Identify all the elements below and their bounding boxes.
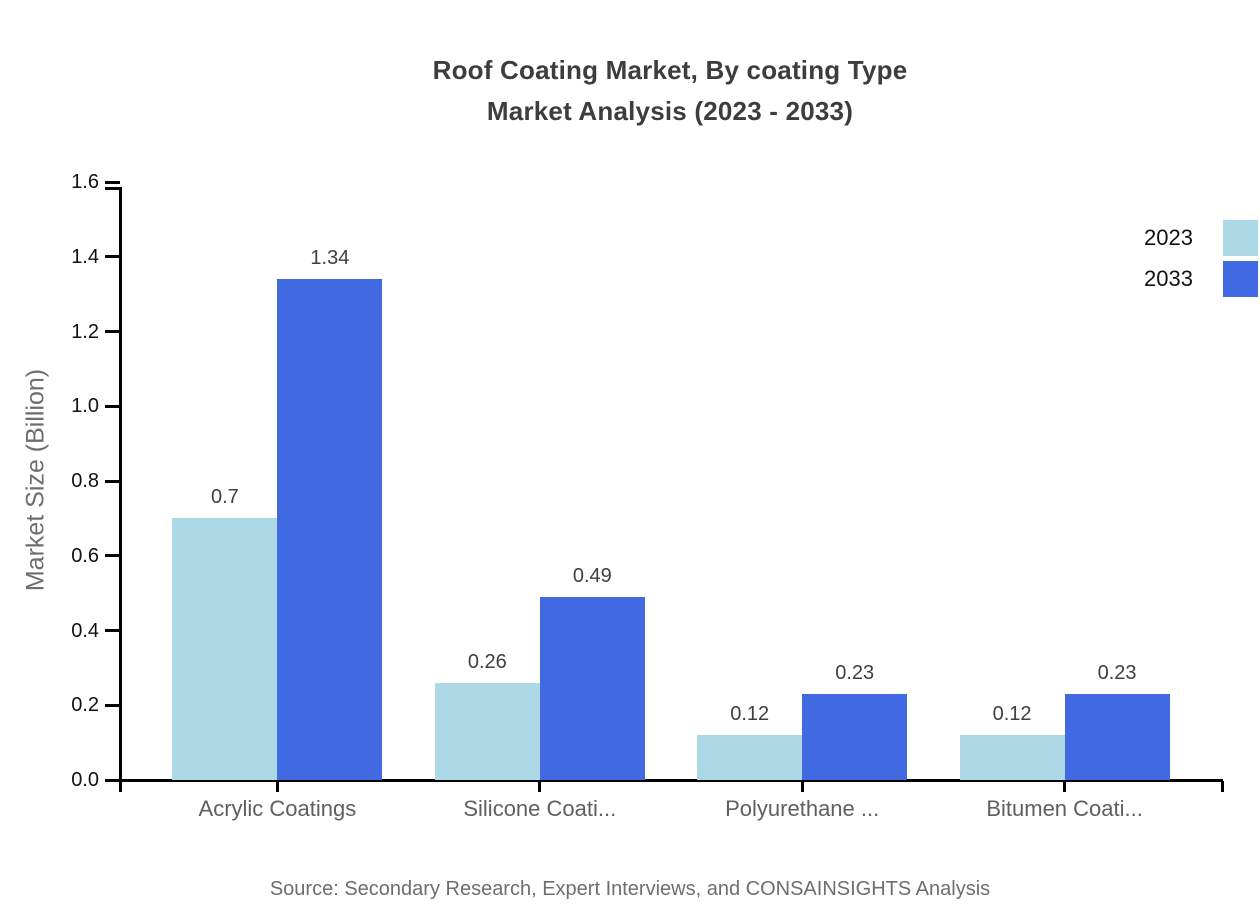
y-tick-label: 0.6 <box>71 544 99 567</box>
x-axis-line <box>119 779 1223 782</box>
y-tick-label: 0.8 <box>71 470 99 492</box>
y-tick-label: 0.0 <box>71 769 99 791</box>
x-tick <box>118 781 122 792</box>
value-label: 0.12 <box>730 703 770 726</box>
legend-label: 2033 <box>1144 266 1193 291</box>
bar-2023-polyurethane <box>697 735 803 780</box>
y-tick <box>105 703 120 707</box>
value-label: 0.23 <box>1097 662 1137 685</box>
y-tick-label: 1.4 <box>71 245 99 268</box>
y-tick <box>105 180 120 184</box>
y-tick <box>105 479 120 483</box>
chart-title: Roof Coating Market, By coating Type Mar… <box>80 50 1260 132</box>
value-label: 0.7 <box>210 486 239 509</box>
value-label: 0.26 <box>467 650 507 673</box>
y-tick <box>105 778 120 782</box>
y-tick-label: 1.0 <box>71 395 99 418</box>
legend: 2023 2033 <box>1144 220 1258 297</box>
legend-swatch <box>1223 220 1258 256</box>
legend-item-2033: 2033 <box>1144 261 1258 297</box>
value-label: 0.49 <box>572 564 612 587</box>
value-label: 0.12 <box>992 703 1032 726</box>
x-tick <box>275 781 279 792</box>
x-tick <box>1220 781 1224 792</box>
legend-label: 2023 <box>1144 225 1193 250</box>
chart-title-line1: Roof Coating Market, By coating Type <box>432 55 908 85</box>
source-note: Source: Secondary Research, Expert Inter… <box>269 878 991 900</box>
y-tick-label: 0.4 <box>71 619 99 642</box>
y-axis-line <box>119 187 122 782</box>
bar-2023-silicone-coati <box>434 682 540 780</box>
category-label-bitumen-coati: Bitumen Coati... <box>986 796 1143 821</box>
category-label-acrylic-coatings: Acrylic Coatings <box>198 796 357 821</box>
y-tick <box>105 554 120 558</box>
chart-title-line2: Market Analysis (2023 - 2033) <box>486 96 854 126</box>
y-tick <box>105 255 120 259</box>
y-tick-label: 1.6 <box>71 171 99 193</box>
y-axis-cap <box>105 187 120 190</box>
bar-2033-acrylic-coatings <box>277 279 383 780</box>
value-label: 1.34 <box>310 247 350 270</box>
category-label-silicone-coati: Silicone Coati... <box>463 796 617 821</box>
y-tick <box>105 404 120 408</box>
y-tick <box>105 629 120 632</box>
bar-2033-silicone-coati <box>539 596 645 780</box>
category-label-polyurethane: Polyurethane ... <box>725 796 880 821</box>
bar-2023-bitumen-coati <box>959 735 1065 780</box>
value-label: 0.23 <box>835 662 875 685</box>
x-tick <box>538 781 542 792</box>
legend-swatch <box>1223 261 1258 297</box>
y-tick-label: 1.2 <box>71 320 99 343</box>
y-tick-label: 0.2 <box>71 694 99 717</box>
x-tick <box>800 781 804 792</box>
bar-2033-bitumen-coati <box>1064 694 1170 780</box>
bar-2033-polyurethane <box>802 694 908 780</box>
y-tick <box>105 330 120 333</box>
bar-2023-acrylic-coatings <box>172 518 278 780</box>
x-tick <box>1063 781 1067 792</box>
legend-item-2023: 2023 <box>1144 220 1258 256</box>
